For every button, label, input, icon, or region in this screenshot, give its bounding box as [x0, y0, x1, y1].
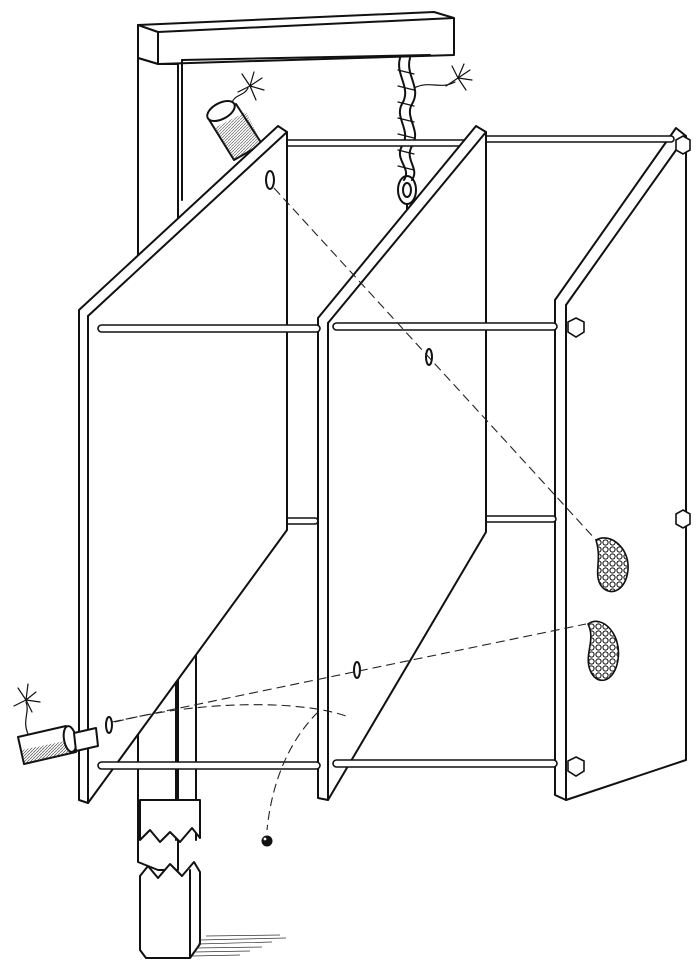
spark-upper-left	[237, 71, 265, 101]
middle-plate	[317, 125, 487, 801]
lower-gun	[13, 683, 99, 765]
front-plate	[78, 125, 288, 804]
spark-lower-left	[13, 683, 41, 713]
fallen-pellet	[261, 835, 273, 847]
deflected-trajectory	[111, 623, 587, 831]
bullet-upper	[595, 537, 629, 593]
rear-plate	[554, 127, 687, 801]
spark-upper-right	[445, 63, 473, 91]
broken-post-stump	[139, 799, 287, 959]
tie-rods	[97, 322, 558, 770]
bullet-lower	[586, 620, 620, 681]
bolt-heads	[567, 135, 691, 777]
rope-suspension	[397, 57, 473, 213]
upper-gun	[206, 71, 265, 161]
bullet-trajectory	[273, 187, 597, 541]
